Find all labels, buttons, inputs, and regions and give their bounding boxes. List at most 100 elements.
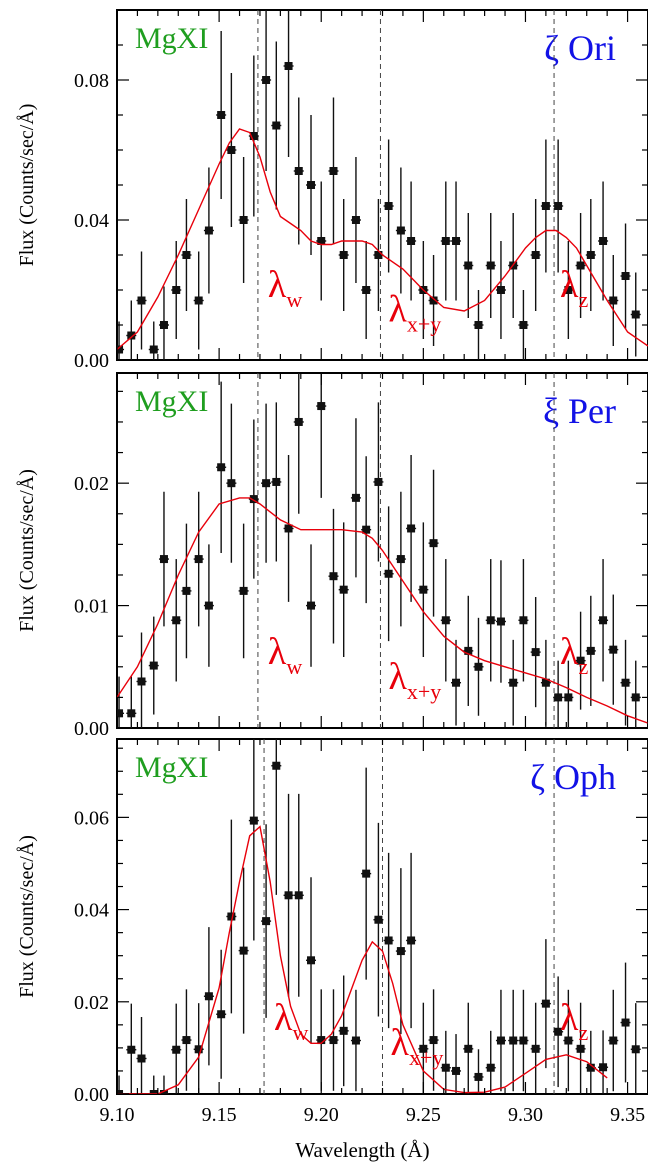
data-point xyxy=(452,1066,461,1075)
data-point xyxy=(396,555,405,564)
data-point xyxy=(429,296,438,305)
data-point xyxy=(204,226,213,235)
data-point xyxy=(486,1063,495,1072)
data-point xyxy=(464,1044,473,1053)
data-point xyxy=(317,402,326,411)
data-point xyxy=(464,261,473,270)
data-point xyxy=(362,286,371,294)
data-point xyxy=(239,946,248,955)
data-point xyxy=(429,1036,438,1045)
data-point xyxy=(474,1072,483,1081)
data-point xyxy=(441,237,450,245)
y-tick-label: 0.00 xyxy=(74,350,109,372)
data-point xyxy=(599,1063,608,1072)
plot-area xyxy=(117,373,648,728)
data-point xyxy=(631,693,640,702)
y-axis-label: Flux (Counts/sec/Å) xyxy=(16,835,38,998)
data-point xyxy=(441,1063,450,1072)
data-point xyxy=(262,479,271,488)
data-point xyxy=(362,869,371,878)
y-tick-label: 0.00 xyxy=(74,718,109,740)
data-point xyxy=(419,585,428,594)
y-tick-label: 0.04 xyxy=(74,900,109,922)
data-point xyxy=(519,321,528,329)
data-point xyxy=(609,296,618,305)
data-point xyxy=(317,1036,326,1045)
data-point xyxy=(249,132,258,140)
data-point xyxy=(374,251,383,259)
data-point xyxy=(329,572,338,581)
data-point xyxy=(441,616,450,625)
data-point xyxy=(137,677,146,686)
data-point xyxy=(407,237,416,245)
data-point xyxy=(362,525,371,534)
data-point xyxy=(384,936,393,945)
data-point xyxy=(182,251,191,259)
data-point xyxy=(204,992,213,1001)
data-point xyxy=(351,493,360,502)
data-point xyxy=(554,202,563,210)
data-point xyxy=(217,1010,226,1019)
data-point xyxy=(317,237,326,245)
data-point xyxy=(137,296,146,305)
x-tick-label: 9.30 xyxy=(508,1104,543,1126)
x-tick-label: 9.10 xyxy=(100,1104,135,1126)
data-point xyxy=(384,569,393,578)
data-point xyxy=(294,417,303,426)
x-tick-label: 9.15 xyxy=(202,1104,237,1126)
data-point xyxy=(351,216,360,224)
data-point xyxy=(117,709,124,718)
data-point xyxy=(262,76,271,84)
data-point xyxy=(374,477,383,486)
x-axis-label: Wavelength (Å) xyxy=(295,1138,429,1162)
data-point xyxy=(586,646,595,655)
data-point xyxy=(384,202,393,210)
data-point xyxy=(329,1036,338,1045)
data-point xyxy=(564,286,573,294)
data-point xyxy=(117,345,124,354)
data-point xyxy=(621,272,630,280)
data-point xyxy=(127,1045,136,1054)
data-point xyxy=(519,616,528,625)
data-point xyxy=(284,62,293,70)
data-point xyxy=(239,586,248,595)
y-tick-label: 0.02 xyxy=(74,992,109,1014)
data-point xyxy=(149,345,158,354)
y-tick-label: 0.00 xyxy=(74,1084,109,1106)
data-point xyxy=(496,286,505,294)
data-point xyxy=(631,1045,640,1054)
data-point xyxy=(576,656,585,665)
y-tick-label: 0.02 xyxy=(74,473,109,495)
data-point xyxy=(631,310,640,319)
data-point xyxy=(554,693,563,702)
ion-label: MgXI xyxy=(135,385,208,418)
data-point xyxy=(227,146,236,154)
data-point xyxy=(117,1090,124,1094)
data-point xyxy=(249,816,258,825)
ion-label: MgXI xyxy=(135,751,208,784)
data-point xyxy=(464,646,473,655)
data-point xyxy=(294,891,303,900)
data-point xyxy=(339,585,348,594)
data-point xyxy=(496,617,505,626)
data-point xyxy=(541,202,550,210)
data-point xyxy=(419,1044,428,1053)
data-point xyxy=(452,678,461,687)
star-label: ξ Per xyxy=(543,391,616,431)
panel-zeta-oph: Flux (Counts/sec/Å) MgXI ζ Oph 0.00 0.02 0… xyxy=(16,738,648,1126)
data-point xyxy=(239,216,248,224)
data-point xyxy=(339,251,348,259)
model-fit-curve xyxy=(117,497,648,724)
line-label-z: λz xyxy=(560,997,588,1045)
data-point xyxy=(149,1090,158,1094)
data-point xyxy=(329,167,338,175)
data-point xyxy=(474,321,483,329)
data-point xyxy=(509,1036,518,1045)
x-tick-label: 9.25 xyxy=(406,1104,441,1126)
data-point xyxy=(396,947,405,956)
data-point xyxy=(217,111,226,119)
data-point xyxy=(541,678,550,687)
data-point xyxy=(127,709,136,718)
data-point xyxy=(307,956,316,965)
